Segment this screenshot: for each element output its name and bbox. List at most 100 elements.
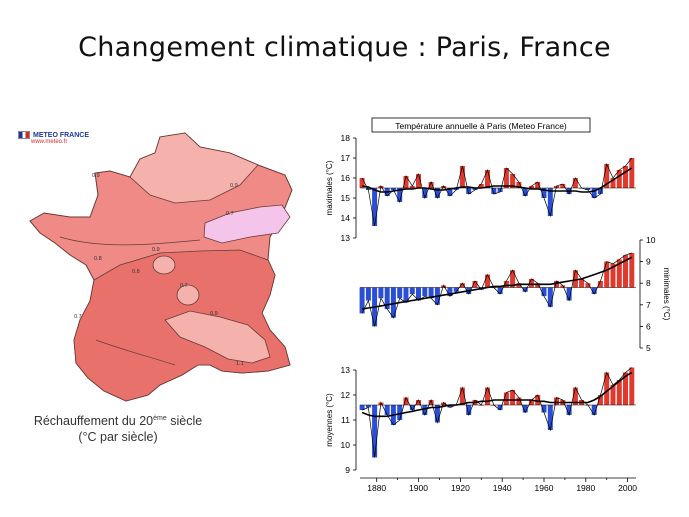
warming-zone-northeast — [203, 204, 291, 244]
anomaly-bar — [478, 184, 484, 188]
anomaly-bar — [416, 400, 421, 405]
y-axis-label: maximales (°C) — [325, 160, 334, 215]
anomaly-bar — [491, 188, 497, 194]
anomaly-bar — [516, 182, 522, 188]
anomaly-bar — [503, 392, 509, 405]
anomaly-bar — [541, 287, 547, 297]
x-tick-label: 1940 — [493, 483, 512, 493]
anomaly-bar — [585, 188, 591, 190]
anomaly-bar — [591, 188, 597, 198]
anomaly-bar — [497, 188, 503, 192]
anomaly-bar — [485, 387, 490, 405]
anomaly-bar — [409, 186, 415, 188]
y-tick-label: 12 — [341, 390, 351, 400]
anomaly-bar — [566, 405, 572, 415]
y-tick-label: 11 — [341, 415, 350, 425]
y-tick-label: 7 — [646, 300, 651, 310]
anomaly-bar — [403, 397, 409, 405]
anomaly-bar — [378, 287, 384, 299]
anomaly-bar — [610, 178, 616, 188]
contour-label: 0.9 — [92, 173, 100, 179]
anomaly-bar — [510, 390, 516, 405]
anomaly-bar — [441, 186, 447, 188]
logo-url: www.meteo.fr — [31, 139, 68, 145]
trend-line — [361, 371, 633, 418]
anomaly-bar — [409, 405, 415, 410]
anomaly-bar — [384, 287, 390, 310]
y-tick-label: 18 — [341, 133, 351, 143]
anomaly-bar — [397, 188, 403, 202]
y-tick-label: 16 — [341, 173, 351, 183]
contour-label: 0.7 — [226, 211, 234, 217]
anomaly-bar — [629, 367, 635, 405]
y-tick-label: 10 — [341, 440, 351, 450]
y-axis-label: minimales (°C) — [662, 268, 671, 321]
caption-sup: ème — [153, 415, 167, 422]
anomaly-bar — [359, 287, 365, 314]
anomaly-bar — [541, 405, 547, 413]
contour-label: 0.8 — [94, 256, 102, 262]
anomaly-bar — [485, 274, 490, 288]
warming-zone-north — [129, 132, 259, 204]
flag-icon — [18, 131, 30, 139]
anomaly-bar — [365, 287, 371, 301]
x-tick-label: 2000 — [618, 483, 637, 493]
anomaly-bar — [359, 405, 365, 410]
anomaly-bar — [428, 182, 434, 188]
y-tick-label: 10 — [646, 235, 656, 245]
contour-label: 0.9 — [230, 183, 238, 189]
y-tick-label: 17 — [341, 153, 351, 163]
chart-title-box — [371, 117, 591, 133]
anomaly-bar — [403, 176, 409, 188]
contour-label: 0.8 — [132, 269, 140, 275]
anomaly-bar — [623, 166, 628, 188]
x-tick-label: 1980 — [576, 483, 595, 493]
series-line — [361, 367, 633, 458]
anomaly-bar — [447, 188, 453, 196]
anomaly-bar — [516, 397, 522, 405]
anomaly-bar — [497, 405, 503, 410]
anomaly-bar — [547, 188, 553, 216]
slide-title: Changement climatique : Paris, France — [78, 32, 611, 63]
y-tick-label: 13 — [341, 233, 351, 243]
trend-line — [361, 167, 633, 193]
anomaly-bar — [560, 285, 566, 288]
anomaly-bar — [466, 405, 472, 415]
anomaly-bar — [397, 287, 403, 299]
y-tick-label: 5 — [646, 343, 651, 353]
contour-line — [59, 236, 201, 246]
series-line — [361, 157, 633, 227]
y-tick-label: 6 — [646, 321, 651, 331]
anomaly-bar — [535, 283, 541, 288]
anomaly-bar — [522, 287, 528, 292]
series-line — [361, 252, 632, 327]
trend-line — [361, 256, 633, 310]
logo-text: METEO FRANCE — [33, 131, 89, 139]
anomaly-bar — [616, 380, 622, 405]
anomaly-bar — [528, 400, 534, 405]
anomaly-bar — [359, 178, 365, 188]
anomaly-bar — [390, 287, 396, 318]
caption-main: Réchauffement du 20 — [33, 414, 154, 429]
anomaly-bar — [554, 397, 559, 405]
anomaly-bar — [547, 405, 553, 430]
y-tick-label: 9 — [646, 257, 651, 267]
anomaly-bar — [585, 283, 591, 288]
anomaly-bar — [466, 188, 472, 194]
anomaly-bar — [616, 170, 622, 188]
caption-end: siècle — [166, 414, 203, 429]
anomaly-bar — [459, 387, 465, 405]
anomaly-bar — [403, 287, 409, 303]
contour-label: 0.7 — [180, 283, 188, 289]
paris-temperature-chart: Température annuelle à Paris (Meteo Fran… — [325, 117, 671, 493]
anomaly-bar — [597, 188, 603, 194]
warming-zone-provence — [164, 310, 271, 364]
x-tick-label: 1880 — [367, 483, 386, 493]
anomaly-bar — [591, 287, 597, 294]
warming-zone-centre — [152, 255, 176, 275]
anomaly-bar — [453, 287, 459, 292]
y-axis-label: moyennes (°C) — [325, 393, 334, 447]
anomaly-bar — [441, 402, 447, 405]
anomaly-bar — [554, 281, 559, 288]
y-tick-label: 15 — [341, 193, 351, 203]
